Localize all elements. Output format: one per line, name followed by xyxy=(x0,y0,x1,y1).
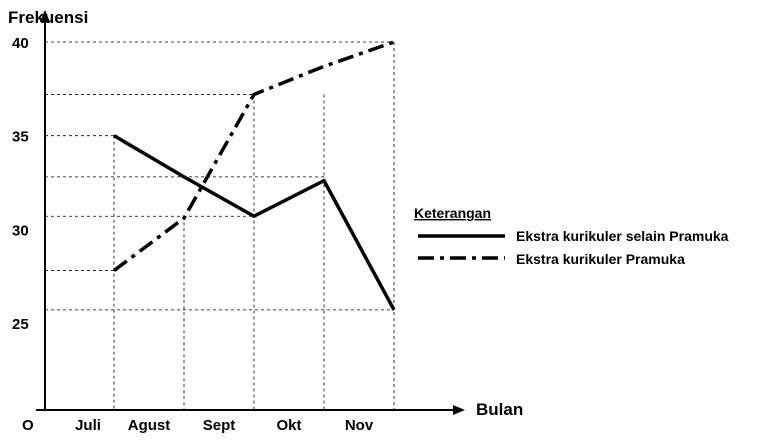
x-axis-title: Bulan xyxy=(476,400,523,419)
x-axis-arrow xyxy=(453,405,465,415)
legend: Keterangan Ekstra kurikuler selain Pramu… xyxy=(414,205,729,267)
y-tick-label: 30 xyxy=(12,222,29,239)
legend-label-selain-pramuka: Ekstra kurikuler selain Pramuka xyxy=(516,228,729,244)
x-tick-label: Nov xyxy=(345,417,374,434)
axes xyxy=(36,10,465,415)
origin-label: O xyxy=(22,417,34,434)
x-tick-label: Sept xyxy=(203,417,236,434)
x-tick-label: Okt xyxy=(276,417,301,434)
series-line-pramuka xyxy=(112,40,395,272)
y-tick-label: 25 xyxy=(12,316,29,333)
y-tick-label: 35 xyxy=(12,129,29,146)
series-line-selain-pramuka xyxy=(113,134,396,311)
legend-title: Keterangan xyxy=(414,205,491,221)
legend-label-pramuka: Ekstra kurikuler Pramuka xyxy=(516,251,685,267)
x-tick-label: Agust xyxy=(128,417,171,434)
y-tick-labels: 25 30 35 40 xyxy=(12,35,29,333)
y-axis-arrow xyxy=(40,10,50,22)
series-lines xyxy=(112,40,396,311)
x-tick-label: Juli xyxy=(75,417,101,434)
y-tick-label: 40 xyxy=(12,35,29,52)
y-axis-title: Frekuensi xyxy=(8,8,88,27)
x-tick-labels: Juli Agust Sept Okt Nov xyxy=(75,417,374,434)
guide-lines xyxy=(45,41,395,410)
